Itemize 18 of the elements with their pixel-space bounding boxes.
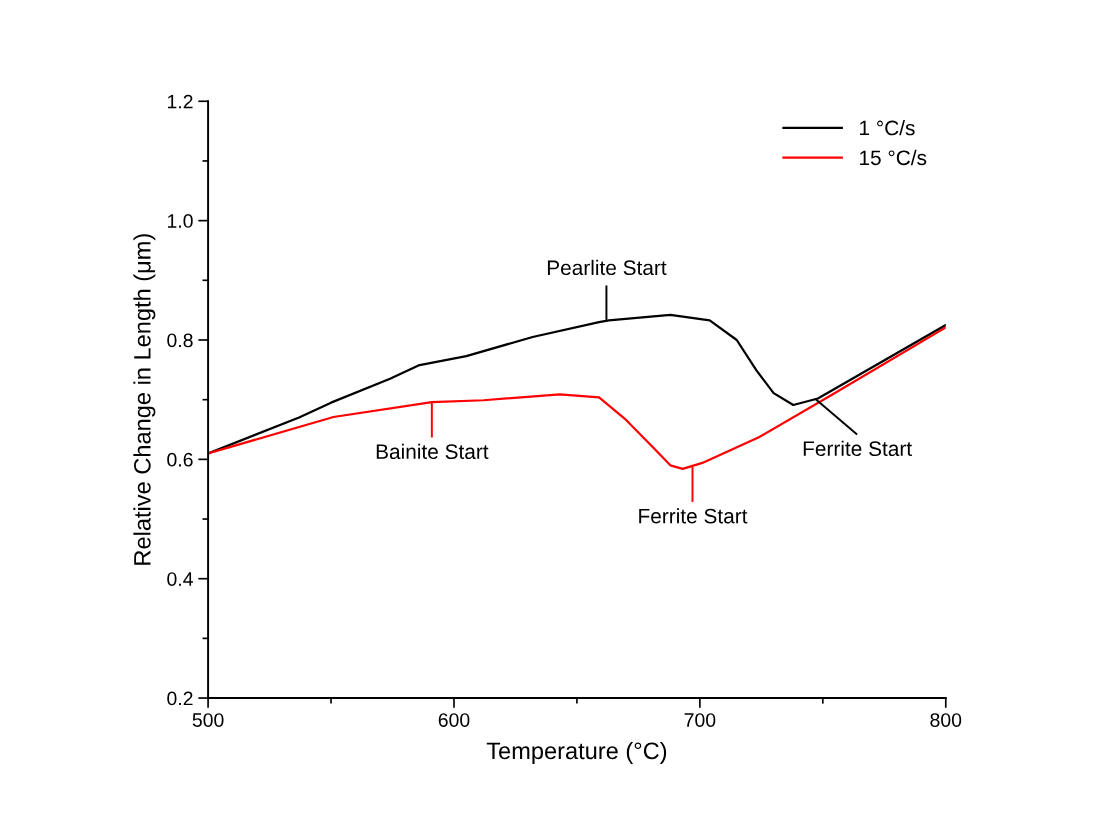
x-tick-label: 600	[438, 713, 470, 727]
annotation: Ferrite Start	[803, 440, 912, 457]
y-tick-label: 0.4	[167, 572, 193, 586]
y-axis-title: Relative Change in Length (μm)	[133, 234, 156, 565]
y-tick-label: 1.2	[167, 94, 193, 109]
x-tick-label: 700	[684, 713, 716, 727]
legend-label: 15 °C/s	[860, 149, 927, 166]
y-tick-label: 0.2	[167, 691, 193, 706]
x-axis-title: Temperature (°C)	[486, 741, 667, 764]
annotation: Ferrite Start	[639, 508, 748, 524]
y-tick-label: 0.8	[167, 333, 193, 348]
y-tick-label: 0.6	[167, 452, 193, 467]
x-tick-label: 800	[930, 713, 962, 727]
annotation: Bainite Start	[376, 443, 489, 460]
x-tick-label: 500	[192, 713, 224, 727]
y-tick-label: 1.0	[167, 214, 193, 228]
legend-label: 1 °C/s	[860, 120, 915, 136]
annotation: Pearlite Start	[547, 259, 667, 276]
